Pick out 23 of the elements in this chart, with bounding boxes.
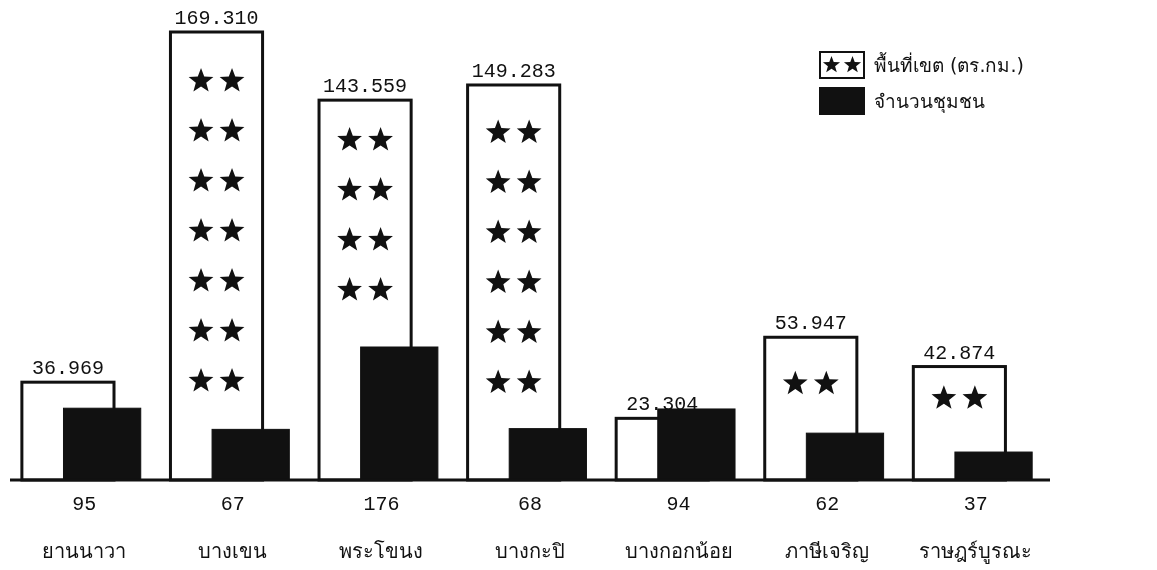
legend-label: จำนวนชุมชน <box>874 90 985 114</box>
x-tick-label: บางกะปิ <box>495 539 565 563</box>
data-label: 149.283 <box>471 59 556 83</box>
data-label: 95 <box>72 493 97 516</box>
data-label: 143.559 <box>323 75 408 99</box>
data-label: 23.304 <box>626 393 699 417</box>
data-label: 37 <box>963 493 988 516</box>
data-label: 36.969 <box>31 357 104 381</box>
legend-label: พื้นที่เขต (ตร.กม.) <box>874 52 1024 76</box>
data-label: 62 <box>815 493 840 516</box>
data-label: 94 <box>666 493 691 516</box>
x-tick-label: พระโขนง <box>339 539 424 563</box>
data-label: 67 <box>220 493 245 516</box>
data-label: 169.310 <box>174 7 259 30</box>
x-tick-label: ราษฎร์บูรณะ <box>919 539 1033 564</box>
x-tick-label: บางกอกน้อย <box>624 539 733 563</box>
x-tick-label: ยานนาวา <box>42 539 127 563</box>
data-label: 176 <box>363 493 400 516</box>
x-tick-label: ภาษีเจริญ <box>785 539 870 563</box>
x-tick-label: บางเขน <box>198 539 268 563</box>
data-label: 42.874 <box>923 341 996 365</box>
data-label: 68 <box>517 493 543 516</box>
data-label: 53.947 <box>774 312 847 336</box>
